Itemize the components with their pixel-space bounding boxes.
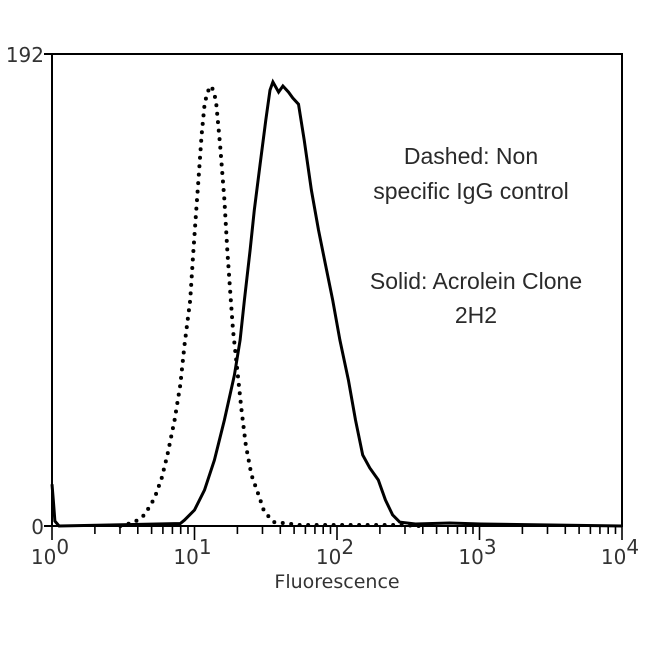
x-tick-label: 102 [316,535,354,569]
x-tick-label: 103 [458,535,496,569]
x-tick-label: 100 [31,535,69,569]
x-axis-title: Fluorescence [274,571,399,593]
dashed-series-igg-control [118,81,422,528]
y-max-label: 192 [6,43,44,67]
x-tick-label: 101 [173,535,211,569]
x-axis-ticks [51,527,623,540]
y-min-label: 0 [31,515,44,539]
annotation-dashed-line2: specific IgG control [373,178,569,204]
annotation-solid-line2: 2H2 [455,302,497,328]
annotation-solid-line1: Solid: Acrolein Clone [370,268,582,294]
annotation-dashed-line1: Dashed: Non [404,143,538,169]
x-axis-tick-labels: 100 101 102 103 104 [31,535,639,569]
solid-series-acrolein-2h2 [50,78,623,528]
x-tick-label: 104 [601,535,639,569]
plot-frame [51,53,623,527]
